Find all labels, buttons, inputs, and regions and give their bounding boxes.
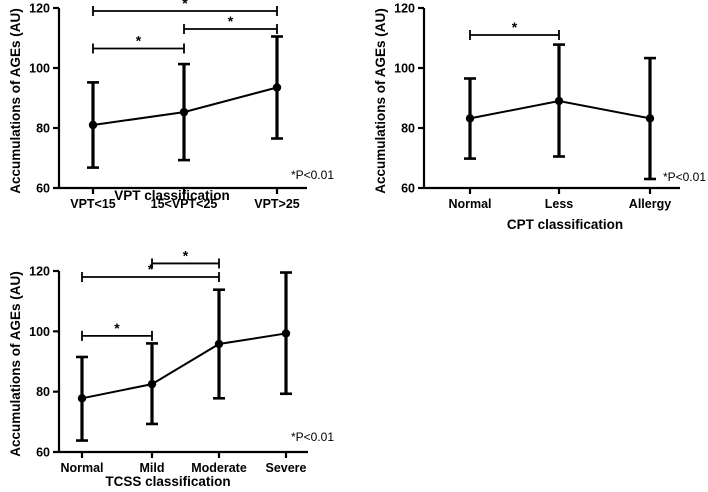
y-tick-label: 120 [29, 265, 50, 279]
x-tick-label: Normal [448, 197, 491, 211]
plot-area: 60 80 100 120 VPT<15 15<VPT<25 VPT>25 * * * [29, 0, 307, 211]
y-tick-label: 100 [29, 325, 50, 339]
x-tick-label: Severe [265, 461, 306, 475]
significance-note: *P<0.01 [663, 170, 706, 184]
plot-area: 60 80 100 120 Normal Mild Moderate Severe * * * [29, 247, 308, 475]
significance-note: *P<0.01 [291, 168, 334, 182]
y-tick-label: 120 [29, 2, 50, 16]
significance-star: * [228, 13, 234, 29]
y-axis-title: Accumulations of AGEs (AU) [8, 271, 23, 457]
y-tick-label: 100 [29, 62, 50, 76]
significance-star: * [512, 19, 518, 35]
significance-bracket: * [81, 320, 153, 341]
y-tick-label: 80 [401, 122, 415, 136]
x-axis-title: VPT classification [114, 188, 230, 203]
y-tick-label: 120 [394, 2, 415, 16]
x-axis-title: TCSS classification [105, 474, 230, 489]
x-tick-label: 15<VPT<25 [151, 197, 218, 211]
significance-bracket: * [81, 261, 220, 283]
x-tick-label: Mild [140, 461, 165, 475]
y-axis-title: Accumulations of AGEs (AU) [8, 8, 23, 194]
y-tick-label: 100 [394, 62, 415, 76]
x-tick-label: Less [545, 197, 574, 211]
significance-star: * [136, 33, 142, 49]
plot-area: 60 80 100 120 Normal Less Allergy * [394, 2, 680, 211]
chart-vpt-classification: Accumulations of AGEs (AU) VPT classific… [8, 0, 334, 211]
data-point [77, 394, 87, 403]
significance-star: * [114, 320, 120, 336]
series-line [81, 332, 287, 400]
data-point [554, 96, 564, 106]
x-tick-label: Moderate [191, 461, 247, 475]
significance-bracket: * [469, 19, 560, 40]
x-tick-label: Allergy [629, 197, 671, 211]
y-tick-label: 60 [401, 182, 415, 196]
y-axis-title: Accumulations of AGEs (AU) [373, 8, 388, 194]
x-axis-title: CPT classification [507, 217, 623, 232]
significance-star: * [183, 247, 189, 263]
y-tick-label: 80 [36, 122, 50, 136]
data-point [645, 114, 655, 123]
data-point [272, 83, 282, 92]
data-point [147, 379, 157, 389]
y-tick-label: 80 [36, 385, 50, 399]
data-point [214, 339, 224, 349]
data-point [179, 107, 189, 117]
y-tick-label: 60 [36, 182, 50, 196]
x-tick-label: VPT<15 [70, 197, 116, 211]
chart-tcss-classification: Accumulations of AGEs (AU) TCSS classifi… [8, 247, 334, 489]
significance-note: *P<0.01 [291, 430, 334, 444]
y-tick-label: 60 [36, 446, 50, 460]
significance-star: * [148, 261, 154, 277]
significance-bracket: * [151, 247, 220, 269]
data-point [281, 329, 291, 338]
data-point [465, 114, 475, 123]
data-point [88, 120, 98, 130]
x-tick-label: VPT>25 [254, 197, 300, 211]
significance-bracket: * [183, 13, 278, 34]
significance-bracket: * [92, 0, 278, 16]
significance-star: * [182, 0, 188, 11]
chart-cpt-classification: Accumulations of AGEs (AU) CPT classific… [373, 2, 706, 233]
x-tick-label: Normal [60, 461, 103, 475]
significance-bracket: * [92, 33, 185, 54]
